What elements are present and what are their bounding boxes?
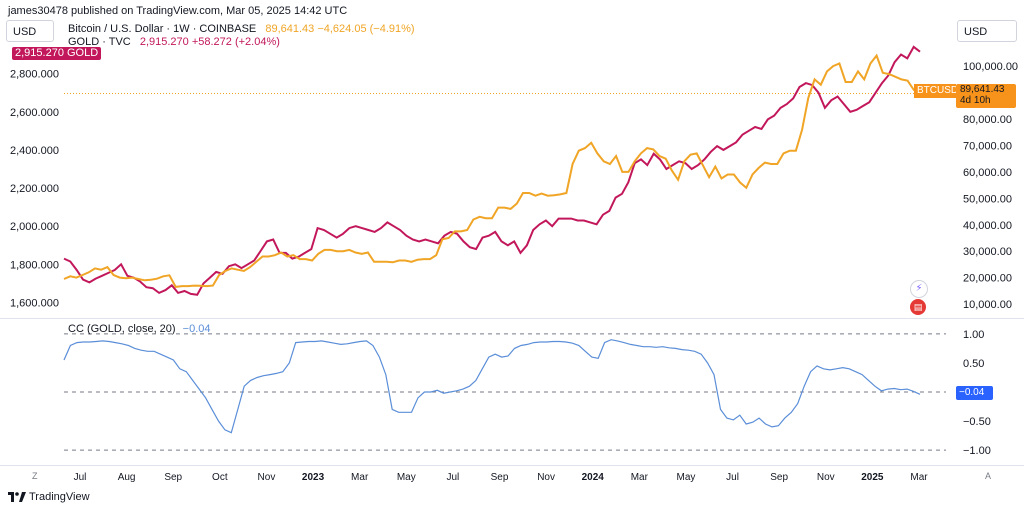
right-axis-tick: 10,000.00 [963,299,1012,311]
btc-legend-name: Bitcoin / U.S. Dollar · 1W · COINBASE [68,23,257,35]
lightning-icon[interactable]: ⚡ [910,280,928,298]
time-axis-tick: Mar [631,472,649,483]
time-axis-tick: Sep [491,472,509,483]
time-axis-tick: 2024 [582,472,605,483]
time-axis-tick: Nov [537,472,555,483]
left-axis-tick: 1,600.000 [10,297,59,309]
time-axis-tick: Nov [258,472,276,483]
btc-legend[interactable]: Bitcoin / U.S. Dollar · 1W · COINBASE 89… [68,23,415,35]
cc-legend-name: CC (GOLD, close, 20) [68,323,176,335]
cc-legend[interactable]: CC (GOLD, close, 20) −0.04 [68,323,211,335]
time-axis-tick: Mar [910,472,928,483]
left-axis-tick: 2,000.000 [10,221,59,233]
cc-axis-tick: 1.00 [963,329,984,341]
time-axis-tick: Jul [446,472,459,483]
right-axis-tick: 30,000.00 [963,246,1012,258]
left-axis-ticks: 1,600.000 1,800.000 2,000.000 2,200.000 2,40… [10,69,59,310]
currency-right-button[interactable]: USD [957,20,1017,42]
pane-divider[interactable] [0,318,1024,319]
cc-value-tag: −0.04 [956,386,993,400]
right-axis-tick: 40,000.00 [963,220,1012,232]
left-axis-tick: 2,800.000 [10,69,59,81]
left-axis-tick: 1,800.000 [10,259,59,271]
btc-countdown: 4d 10h [960,95,991,106]
time-axis-tick: May [397,472,416,483]
gold-legend-name: GOLD · TVC [68,36,131,48]
currency-left-button[interactable]: USD [6,20,54,42]
axis-divider [0,465,1024,466]
time-axis-tick: 2023 [302,472,325,483]
btc-legend-values: 89,641.43 −4,624.05 (−4.91%) [265,23,415,35]
time-axis-tick: Aug [118,472,136,483]
right-axis-tick: 50,000.00 [963,193,1012,205]
time-axis-tick: Mar [351,472,369,483]
zoom-button[interactable]: Z [32,471,38,481]
left-axis-tick: 2,600.000 [10,107,59,119]
right-axis-tick: 20,000.00 [963,273,1012,285]
cc-legend-value: −0.04 [182,323,211,335]
tradingview-logo-icon [8,492,26,502]
time-axis-ticks: Jul Aug Sep Oct Nov 2023 Mar May Jul Sep Nov 2024 Ma… [74,472,929,483]
time-axis-tick: Sep [770,472,788,483]
cc-axis-tick: −1.00 [963,445,991,457]
gold-symbol-tag: GOLD [64,47,102,60]
right-axis-tick: 80,000.00 [963,114,1012,126]
cc-series-line [63,339,921,434]
tradingview-footer: TradingView [8,491,90,503]
gold-legend[interactable]: GOLD · TVC 2,915.270 +58.272 (+2.04%) [68,36,280,48]
time-axis-tick: Oct [212,472,228,483]
time-axis-tick: Nov [817,472,835,483]
gold-series-line [63,45,921,296]
left-axis-tick: 2,400.000 [10,145,59,157]
us-flag-icon[interactable]: ▤ [910,299,926,315]
btc-price-tag: 89,641.43 4d 10h [956,84,1016,108]
footer-brand: TradingView [29,491,90,503]
publish-header: james30478 published on TradingView.com,… [8,5,348,17]
cc-axis-tick: −0.50 [963,416,991,428]
time-axis-tick: Jul [74,472,87,483]
time-axis-tick: 2025 [861,472,884,483]
left-axis-tick: 2,200.000 [10,183,59,195]
cc-axis-ticks: 1.00 0.50 −0.50 −1.00 [963,329,991,457]
time-axis-tick: Jul [726,472,739,483]
btc-series-line [63,53,921,288]
auto-scale-button[interactable]: A [985,471,992,481]
btc-price-value: 89,641.43 [960,84,1005,95]
right-axis-tick: 60,000.00 [963,167,1012,179]
right-axis-tick: 100,000.00 [963,61,1018,73]
time-axis-tick: Sep [164,472,182,483]
cc-dashed-levels [64,333,946,451]
right-axis-tick: 70,000.00 [963,140,1012,152]
time-axis-tick: May [676,472,695,483]
gold-legend-values: 2,915.270 +58.272 (+2.04%) [139,36,280,48]
cc-axis-tick: 0.50 [963,358,984,370]
gold-price-tag: 2,915.270 [12,47,67,60]
btc-symbol-tag: BTCUSD [914,84,958,98]
